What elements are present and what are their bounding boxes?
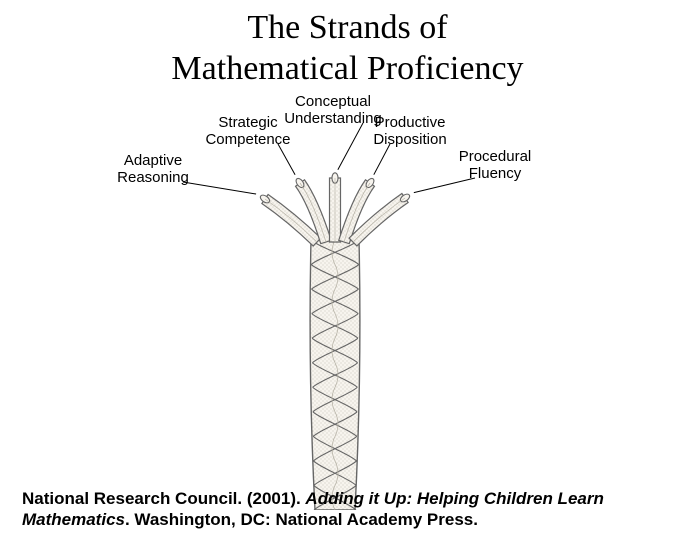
strand-label: Procedural Fluency bbox=[435, 148, 555, 183]
title-line2: Mathematical Proficiency bbox=[171, 50, 523, 87]
title-line1: The Strands of bbox=[247, 9, 447, 46]
citation-prefix: National Research Council. (2001). bbox=[22, 489, 305, 508]
page-title: The Strands of Mathematical Proficiency bbox=[0, 0, 695, 90]
citation-suffix: . Washington, DC: National Academy Press… bbox=[125, 510, 478, 529]
strands-diagram: Adaptive ReasoningStrategic CompetenceCo… bbox=[0, 90, 695, 510]
strand-label: Adaptive Reasoning bbox=[93, 152, 213, 187]
citation: National Research Council. (2001). Addin… bbox=[22, 488, 672, 531]
strand-label: Productive Disposition bbox=[350, 114, 470, 149]
